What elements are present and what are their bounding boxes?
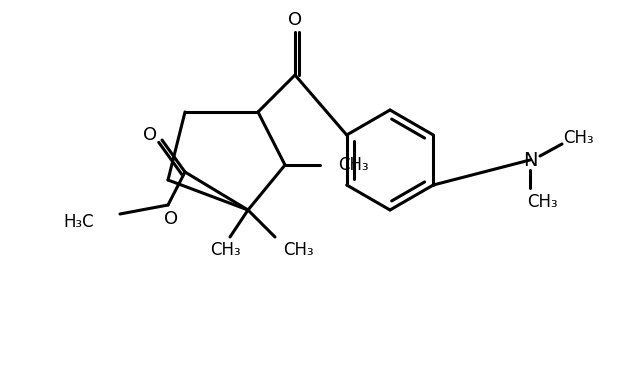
Text: H₃C: H₃C <box>63 213 94 231</box>
Text: CH₃: CH₃ <box>527 193 557 211</box>
Text: O: O <box>143 126 157 144</box>
Text: N: N <box>523 151 537 169</box>
Text: CH₃: CH₃ <box>338 156 369 174</box>
Text: O: O <box>164 210 178 228</box>
Text: CH₃: CH₃ <box>283 241 314 259</box>
Text: CH₃: CH₃ <box>210 241 240 259</box>
Text: O: O <box>288 11 302 29</box>
Text: CH₃: CH₃ <box>563 129 593 147</box>
